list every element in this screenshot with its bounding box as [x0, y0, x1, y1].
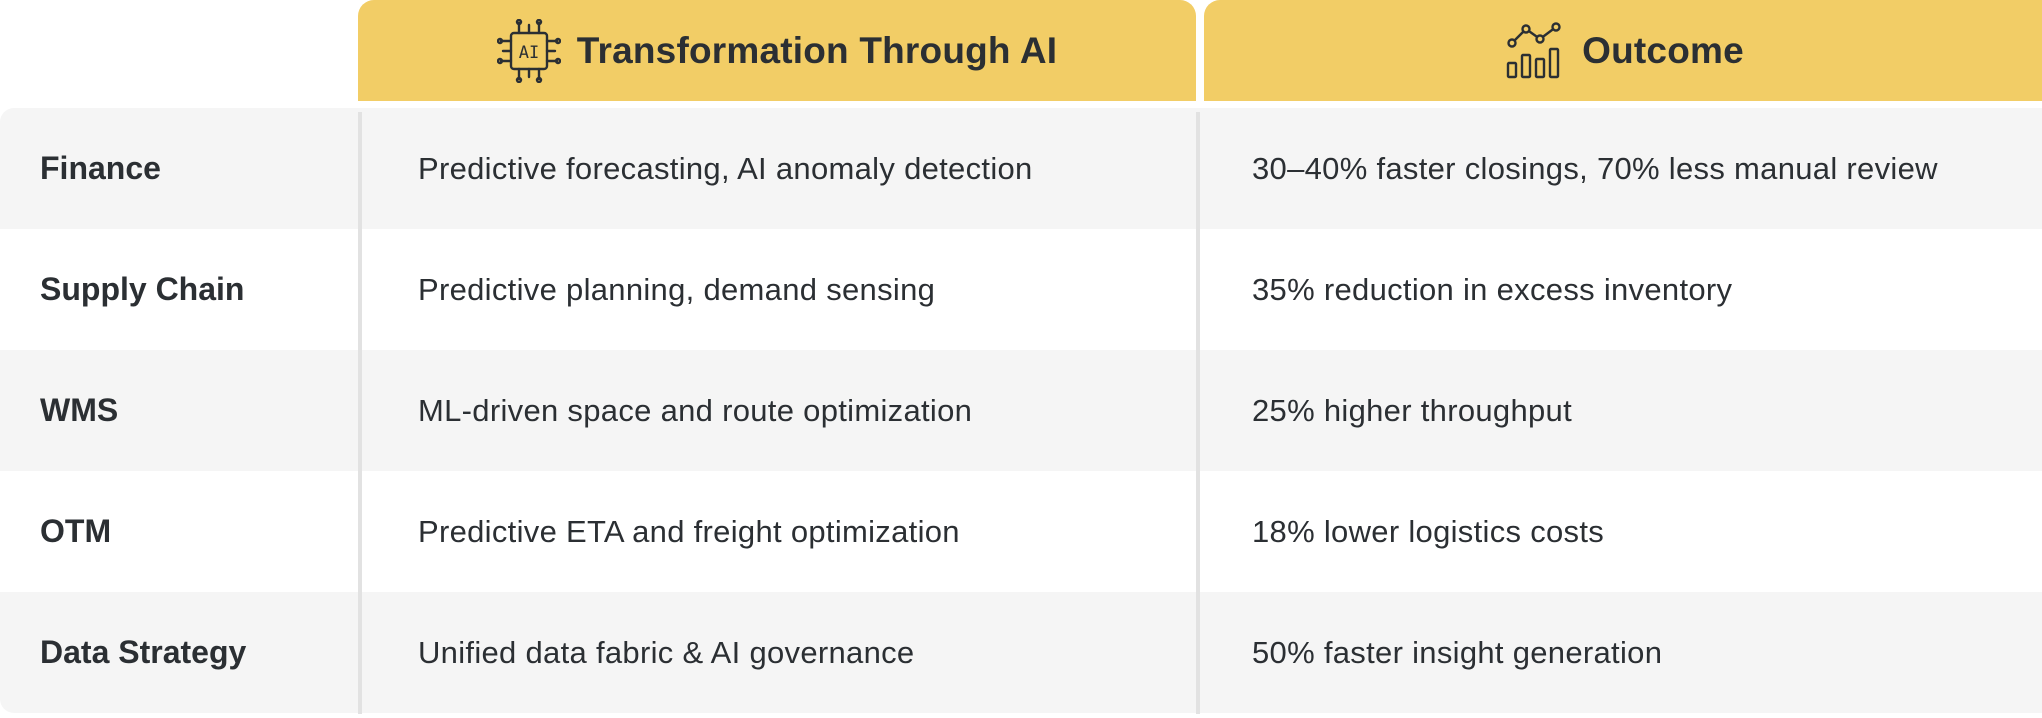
transformation-cell: Predictive ETA and freight optimization	[418, 513, 960, 549]
table-row: Supply Chain Predictive planning, demand…	[0, 229, 2042, 350]
column-divider	[1196, 112, 1200, 714]
row-label: WMS	[40, 392, 119, 428]
table-row: WMS ML-driven space and route optimizati…	[0, 350, 2042, 471]
row-label: Data Strategy	[40, 634, 247, 670]
outcome-cell: 18% lower logistics costs	[1252, 513, 1605, 549]
ai-chip-label: AI	[518, 43, 538, 63]
growth-chart-icon	[1506, 21, 1561, 78]
column-title-transformation: Transformation Through AI	[576, 29, 1058, 71]
table-row: Data Strategy Unified data fabric & AI g…	[0, 592, 2042, 713]
outcome-cell: 30–40% faster closings, 70% less manual …	[1252, 150, 1938, 186]
transformation-cell: ML-driven space and route optimization	[418, 392, 973, 428]
ai-chip-icon: AI	[496, 18, 561, 83]
transformation-cell: Predictive forecasting, AI anomaly detec…	[418, 150, 1033, 186]
outcome-cell: 35% reduction in excess inventory	[1252, 271, 1733, 307]
outcome-cell: 25% higher throughput	[1252, 392, 1572, 428]
row-label: Finance	[40, 150, 161, 186]
transformation-cell: Predictive planning, demand sensing	[418, 271, 936, 307]
outcome-cell: 50% faster insight generation	[1252, 634, 1663, 670]
table-header-outcome: Outcome	[1204, 0, 2042, 101]
table-row: Finance Predictive forecasting, AI anoma…	[0, 108, 2042, 229]
table-header-transformation: AI Transformation Through AI	[358, 0, 1196, 101]
table-row: OTM Predictive ETA and freight optimizat…	[0, 471, 2042, 592]
table-body: Finance Predictive forecasting, AI anoma…	[0, 108, 2042, 714]
row-label: OTM	[40, 513, 112, 549]
column-divider	[358, 112, 362, 714]
column-title-outcome: Outcome	[1582, 29, 1744, 71]
transformation-cell: Unified data fabric & AI governance	[418, 634, 915, 670]
row-label: Supply Chain	[40, 271, 245, 307]
